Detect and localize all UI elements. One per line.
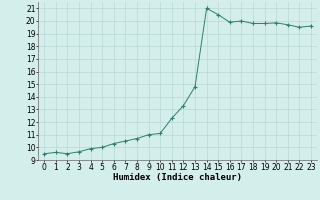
X-axis label: Humidex (Indice chaleur): Humidex (Indice chaleur) <box>113 173 242 182</box>
